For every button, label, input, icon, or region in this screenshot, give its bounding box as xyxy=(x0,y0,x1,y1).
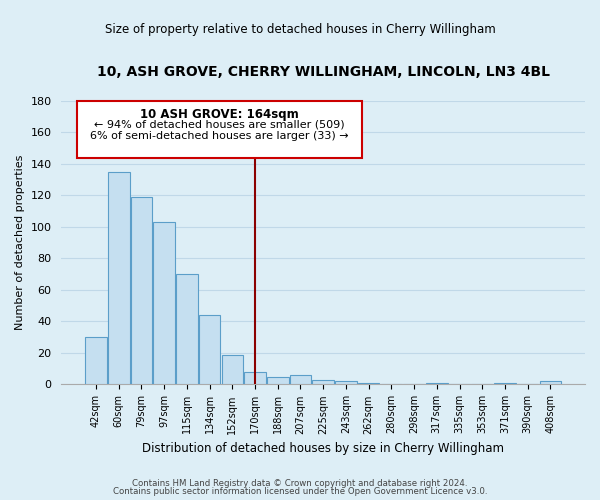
Bar xyxy=(221,354,243,384)
Bar xyxy=(313,380,334,384)
Text: 10 ASH GROVE: 164sqm: 10 ASH GROVE: 164sqm xyxy=(140,108,299,121)
Bar xyxy=(131,197,152,384)
Bar xyxy=(176,274,197,384)
Y-axis label: Number of detached properties: Number of detached properties xyxy=(15,155,25,330)
Bar xyxy=(108,172,130,384)
Bar xyxy=(335,382,357,384)
Text: 6% of semi-detached houses are larger (33) →: 6% of semi-detached houses are larger (3… xyxy=(91,131,349,141)
Title: 10, ASH GROVE, CHERRY WILLINGHAM, LINCOLN, LN3 4BL: 10, ASH GROVE, CHERRY WILLINGHAM, LINCOL… xyxy=(97,65,550,79)
Bar xyxy=(358,383,379,384)
Bar xyxy=(267,376,289,384)
Text: Size of property relative to detached houses in Cherry Willingham: Size of property relative to detached ho… xyxy=(104,22,496,36)
Text: ← 94% of detached houses are smaller (509): ← 94% of detached houses are smaller (50… xyxy=(94,120,345,130)
Bar xyxy=(154,222,175,384)
Bar xyxy=(494,383,516,384)
Bar xyxy=(85,337,107,384)
Bar xyxy=(539,382,561,384)
Bar xyxy=(290,375,311,384)
Bar xyxy=(426,383,448,384)
FancyBboxPatch shape xyxy=(77,101,362,158)
Text: Contains public sector information licensed under the Open Government Licence v3: Contains public sector information licen… xyxy=(113,487,487,496)
Bar xyxy=(244,372,266,384)
Bar xyxy=(199,315,220,384)
X-axis label: Distribution of detached houses by size in Cherry Willingham: Distribution of detached houses by size … xyxy=(142,442,504,455)
Text: Contains HM Land Registry data © Crown copyright and database right 2024.: Contains HM Land Registry data © Crown c… xyxy=(132,478,468,488)
